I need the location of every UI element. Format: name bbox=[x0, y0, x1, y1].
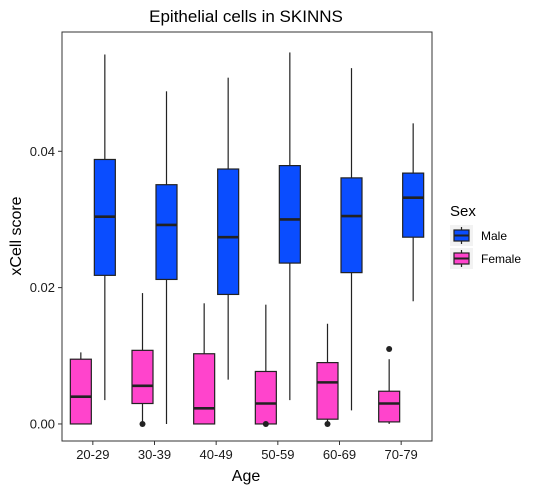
box-body bbox=[69, 358, 92, 425]
plot-panel bbox=[61, 31, 433, 442]
box-body bbox=[340, 177, 363, 274]
box-female-30-39 bbox=[131, 293, 154, 427]
outlier-point bbox=[262, 420, 269, 427]
x-tick-label: 30-39 bbox=[138, 447, 171, 462]
x-tick-label: 70-79 bbox=[385, 447, 418, 462]
box-body bbox=[402, 172, 425, 238]
legend-title: Sex bbox=[450, 203, 476, 220]
y-tick-label: 0.02 bbox=[30, 280, 55, 295]
box-female-50-59 bbox=[254, 304, 277, 427]
x-axis: 20-29 30-39 40-49 50-59 60-69 70-79 bbox=[76, 441, 418, 462]
outlier-point bbox=[139, 420, 146, 427]
x-tick-label: 40-49 bbox=[200, 447, 233, 462]
box-body bbox=[378, 390, 401, 423]
box-male-20-29 bbox=[93, 54, 116, 401]
box-female-20-29 bbox=[69, 352, 92, 425]
x-tick-label: 50-59 bbox=[261, 447, 294, 462]
x-axis-title: Age bbox=[232, 468, 261, 485]
legend-label: Female bbox=[481, 252, 521, 266]
box-male-70-79 bbox=[402, 123, 425, 302]
chart-title: Epithelial cells in SKINNS bbox=[149, 7, 343, 26]
box-female-40-49 bbox=[193, 303, 216, 425]
x-tick-label: 20-29 bbox=[76, 447, 109, 462]
y-tick-label: 0.00 bbox=[30, 416, 55, 431]
box-male-40-49 bbox=[217, 77, 240, 380]
box-female-60-69 bbox=[316, 323, 339, 427]
box-body bbox=[193, 353, 216, 425]
box-body bbox=[254, 370, 277, 425]
box-female-70-79 bbox=[378, 345, 401, 424]
box-male-30-39 bbox=[155, 91, 178, 424]
outlier-point bbox=[324, 420, 331, 427]
y-axis-title: xCell score bbox=[8, 196, 25, 275]
legend: Sex Male Female bbox=[450, 203, 521, 269]
outlier-point bbox=[386, 345, 393, 352]
box-male-50-59 bbox=[278, 52, 301, 401]
y-tick-label: 0.04 bbox=[30, 144, 55, 159]
box-male-60-69 bbox=[340, 68, 363, 411]
boxes-layer bbox=[69, 52, 425, 427]
y-axis: 0.00 0.02 0.04 bbox=[30, 144, 62, 431]
box-body bbox=[155, 184, 178, 281]
legend-items: Male Female bbox=[450, 225, 521, 269]
legend-label: Male bbox=[481, 229, 507, 243]
box-body bbox=[131, 349, 154, 405]
box-body bbox=[278, 165, 301, 264]
x-tick-label: 60-69 bbox=[323, 447, 356, 462]
box-body bbox=[217, 168, 240, 296]
box-body bbox=[316, 362, 339, 420]
